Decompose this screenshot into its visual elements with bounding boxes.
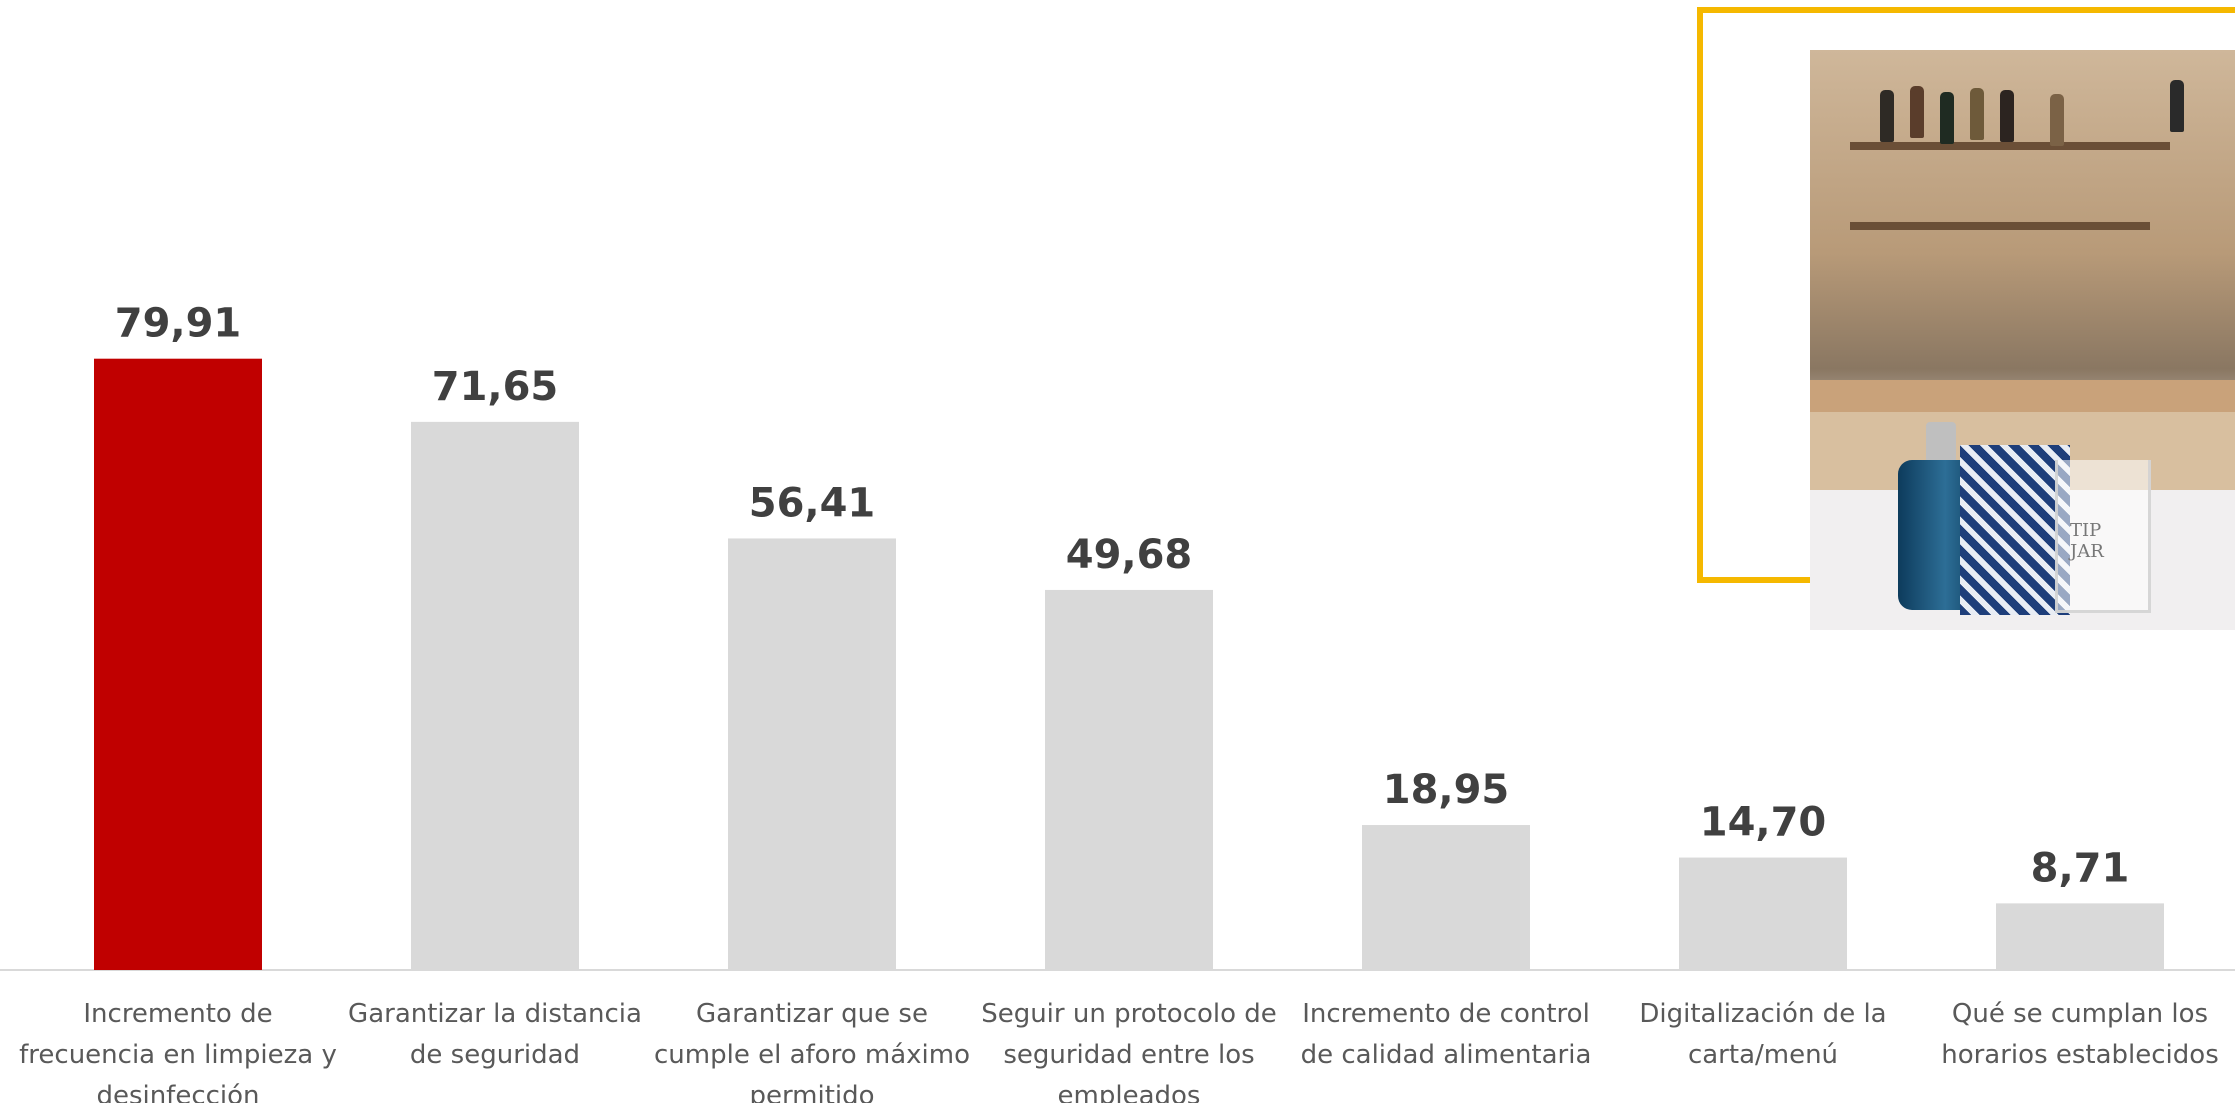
bar (1045, 589, 1213, 970)
bar (1362, 825, 1530, 970)
category-label: empleados (1058, 1081, 1201, 1103)
category-label: Incremento de (83, 999, 272, 1029)
data-label: 8,71 (2031, 845, 2130, 891)
category-label: de seguridad (410, 1040, 580, 1070)
category-label: de calidad alimentaria (1301, 1040, 1592, 1070)
category-label: Incremento de control (1302, 999, 1590, 1029)
bar (411, 421, 579, 970)
category-label: Seguir un protocolo de (981, 999, 1277, 1029)
bar (728, 538, 896, 970)
data-label: 71,65 (432, 364, 559, 410)
data-label: 49,68 (1066, 532, 1193, 578)
category-label: desinfección (96, 1081, 259, 1103)
category-label: Garantizar la distancia (348, 999, 642, 1029)
bar (1996, 903, 2164, 970)
cafe-counter-photo: TIP JAR (1810, 50, 2235, 630)
bar (94, 358, 262, 971)
data-label: 14,70 (1700, 800, 1827, 846)
category-label: frecuencia en limpieza y (19, 1040, 337, 1070)
category-label: permitido (749, 1081, 874, 1103)
category-label: cumple el aforo máximo (654, 1040, 970, 1070)
data-label: 79,91 (115, 301, 242, 347)
category-label: seguridad entre los (1003, 1040, 1254, 1070)
category-label: Digitalización de la (1639, 999, 1886, 1029)
category-label: horarios establecidos (1941, 1040, 2219, 1070)
data-label: 56,41 (749, 480, 876, 526)
category-label: carta/menú (1688, 1040, 1838, 1070)
bar (1679, 857, 1847, 970)
category-label: Garantizar que se (696, 999, 928, 1029)
category-label: Qué se cumplan los (1952, 999, 2208, 1029)
data-label: 18,95 (1383, 767, 1510, 813)
